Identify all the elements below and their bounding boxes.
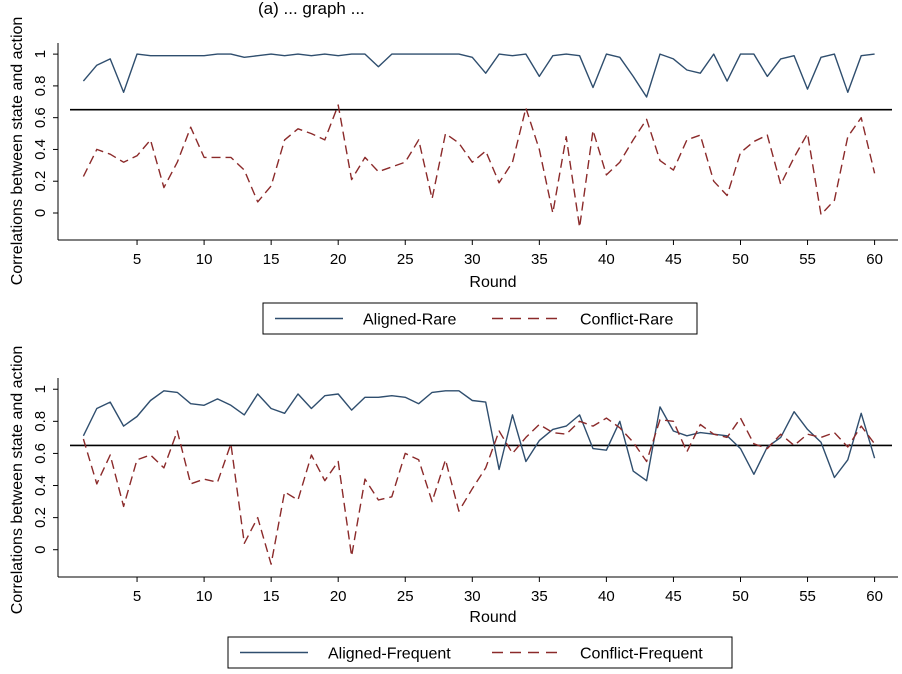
x-tick-label-bottom-3: 20	[330, 588, 347, 605]
y-tick-label-bottom-5: 1	[32, 385, 49, 393]
y-tick-label-bottom-4: 0.8	[32, 411, 49, 432]
x-tick-label-top-2: 15	[263, 251, 280, 268]
y-tick-label-bottom-1: 0.2	[32, 507, 49, 528]
panel-bottom: 00.20.40.60.815 10 15 20 25 30 35 40 45 50 55 60 Co…	[9, 346, 898, 669]
legend-box-bottom	[227, 636, 733, 669]
x-tick-label-top-0: 5	[133, 251, 141, 268]
y-tick-label-top-4: 0.8	[32, 75, 49, 96]
x-tick-label-top-3: 20	[330, 251, 347, 268]
legend-label-aligned-rare: Aligned-Rare	[363, 312, 456, 329]
series-line-conflict-rare	[82, 104, 876, 229]
x-tick-label-bottom-10: 55	[799, 588, 816, 605]
x-tick-label-bottom-0: 5	[133, 588, 141, 605]
x-tick-label-top-8: 45	[665, 251, 682, 268]
series-line-aligned-frequent	[82, 390, 876, 482]
y-axis-label-bottom: Correlations between state and action	[9, 346, 26, 615]
x-axis-label-bottom: Round	[469, 609, 516, 626]
x-tick-label-top-10: 55	[799, 251, 816, 268]
y-tick-label-bottom-3: 0.6	[32, 443, 49, 464]
series-line-aligned-rare	[82, 53, 875, 98]
plot-area-top: 00.20.40.60.815 10 15 20 25 30 35 40 45 50 55 60	[32, 43, 898, 268]
legend-label-conflict-rare: Conflict-Rare	[580, 312, 673, 329]
x-tick-label-top-7: 40	[598, 251, 615, 268]
y-axis-label-top: Correlations between state and action	[9, 17, 26, 286]
x-tick-label-top-9: 50	[732, 251, 749, 268]
y-tick-label-top-0: 0	[32, 209, 49, 217]
x-axis-label-top: Round	[469, 274, 516, 291]
x-tick-label-top-6: 35	[531, 251, 548, 268]
x-tick-label-top-5: 30	[464, 251, 481, 268]
x-tick-label-bottom-11: 60	[866, 588, 883, 605]
panel-top: 00.20.40.60.815 10 15 20 25 30 35 40 45 50 55 60 Co…	[9, 17, 898, 335]
x-tick-label-bottom-9: 50	[732, 588, 749, 605]
y-tick-label-top-2: 0.4	[32, 139, 49, 160]
x-tick-label-bottom-4: 25	[397, 588, 414, 605]
x-tick-label-bottom-5: 30	[464, 588, 481, 605]
y-tick-label-top-5: 1	[32, 50, 49, 58]
legend-bottom: Aligned-Frequent Conflict-Frequent	[227, 636, 733, 669]
x-tick-label-bottom-2: 15	[263, 588, 280, 605]
y-tick-label-bottom-0: 0	[32, 546, 49, 554]
x-tick-label-bottom-1: 10	[196, 588, 213, 605]
plot-area-bottom: 00.20.40.60.815 10 15 20 25 30 35 40 45 50 55 60	[32, 378, 898, 605]
y-tick-label-bottom-2: 0.4	[32, 475, 49, 496]
figure-header-fragment: (a) ... graph ...	[258, 0, 365, 18]
x-tick-label-top-4: 25	[397, 251, 414, 268]
y-tick-label-top-1: 0.2	[32, 171, 49, 192]
legend-top: Aligned-Rare Conflict-Rare	[262, 302, 698, 335]
x-tick-label-top-1: 10	[196, 251, 213, 268]
x-tick-label-top-11: 60	[866, 251, 883, 268]
x-tick-label-bottom-7: 40	[598, 588, 615, 605]
legend-label-conflict-frequent: Conflict-Frequent	[580, 646, 703, 663]
y-tick-label-top-3: 0.6	[32, 107, 49, 128]
legend-label-aligned-frequent: Aligned-Frequent	[328, 646, 451, 663]
x-tick-label-bottom-6: 35	[531, 588, 548, 605]
series-line-conflict-frequent	[82, 417, 876, 565]
x-tick-label-bottom-8: 45	[665, 588, 682, 605]
